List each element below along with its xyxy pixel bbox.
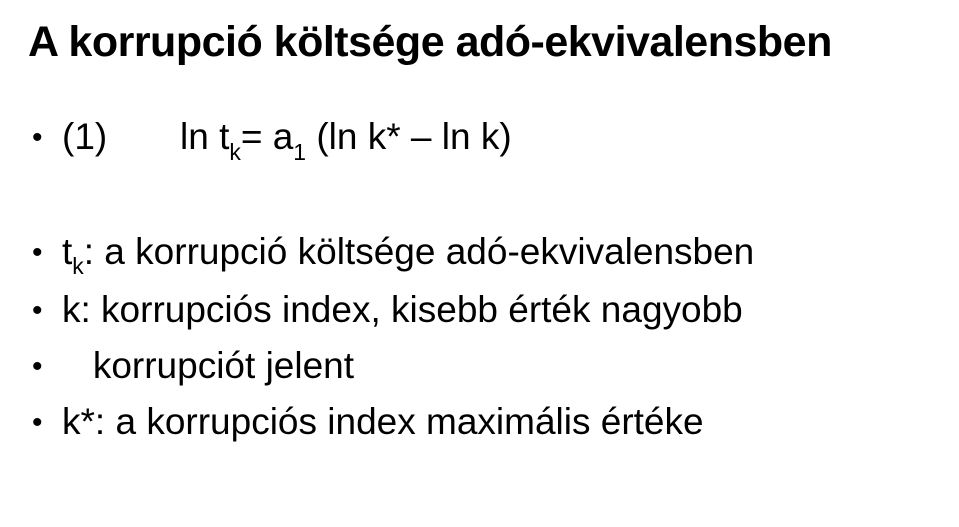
slide: A korrupció költsége adó-ekvivalensben (…	[0, 0, 959, 451]
bullet-k-line2: korrupciót jelent	[62, 338, 931, 394]
equation-number: (1)	[62, 109, 180, 165]
bullet-list: (1)ln tk= a1 (ln k* – ln k) tk: a korrup…	[28, 109, 931, 450]
bullet-tk: tk: a korrupció költsége adó-ekvivalensb…	[62, 224, 931, 282]
tk-pre: t	[62, 231, 72, 272]
equation-lhs-sub: k	[229, 139, 240, 165]
tk-sub: k	[72, 253, 83, 279]
bullet-k-line1: k: korrupciós index, kisebb érték nagyob…	[62, 282, 931, 338]
equation-line: (1)ln tk= a1 (ln k* – ln k)	[62, 109, 931, 167]
slide-title: A korrupció költsége adó-ekvivalensben	[28, 18, 931, 67]
tk-rest: : a korrupció költsége adó-ekvivalensben	[84, 231, 755, 272]
bullet-kstar: k*: a korrupciós index maximális értéke	[62, 394, 931, 450]
equation-eq: = a	[241, 116, 293, 157]
equation-rest: (ln k* – ln k)	[306, 116, 512, 157]
equation-lhs-pre: ln t	[180, 116, 229, 157]
equation-a-sub: 1	[293, 139, 306, 165]
